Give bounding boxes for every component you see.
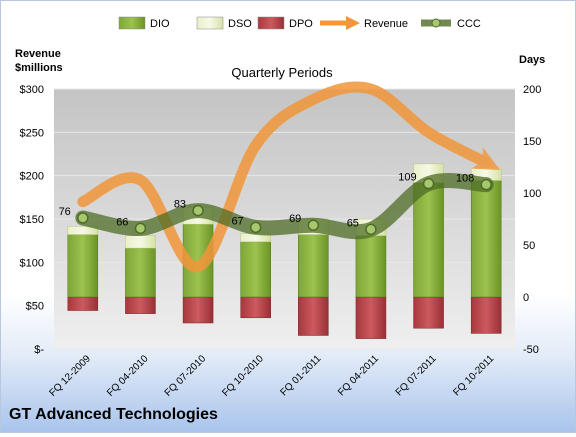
bar-dio [298, 234, 329, 298]
bar-dpo [355, 296, 387, 339]
ccc-point [134, 222, 147, 235]
x-tick-label: FQ 07-2011 [394, 353, 439, 398]
right-tick-label: 150 [523, 136, 541, 148]
bar-dio [355, 235, 387, 298]
ccc-line [75, 173, 494, 240]
legend-marker-ccc [431, 18, 441, 28]
bar-dpo [470, 296, 502, 334]
bar-dpo [125, 296, 156, 314]
ccc-point [249, 221, 262, 234]
revenue-line [77, 81, 501, 273]
revenue-series [77, 81, 501, 273]
legend-label-dpo: DPO [289, 18, 313, 30]
bar-dio [240, 241, 271, 298]
ccc-point [192, 204, 204, 217]
left-tick-label: $200 [20, 171, 44, 183]
y-axis-right-label: Days [519, 54, 545, 66]
ccc-data-label: 83 [174, 199, 186, 211]
ccc-data-label: 69 [289, 213, 301, 225]
right-tick-label: 200 [523, 84, 541, 96]
legend-swatch-dso [196, 16, 224, 30]
ccc-data-label: 109 [398, 172, 416, 184]
ccc-point [365, 223, 377, 236]
left-tick-label: $300 [20, 84, 44, 96]
right-tick-label: 100 [523, 188, 541, 200]
left-axis-ticks: $- $50 $100 $150 $200 $250 $300 [20, 84, 45, 356]
bar-dpo [182, 296, 214, 324]
x-tick-label: FQ 04-2010 [105, 353, 151, 399]
ccc-point [480, 178, 492, 191]
ccc-series: 76 66 83 67 69 65 109 108 [59, 172, 494, 240]
left-tick-label: $50 [26, 301, 44, 313]
y-axis-left-label-line1: Revenue [15, 48, 61, 60]
bar-dio [125, 247, 156, 298]
ccc-data-label: 108 [456, 173, 474, 185]
legend-swatch-dio [118, 16, 146, 30]
ccc-data-label: 76 [59, 206, 71, 218]
y-axis-left-label: Revenue $millions [15, 48, 63, 74]
bar-dpo [67, 296, 99, 311]
left-tick-label: $150 [20, 214, 44, 226]
ccc-point [77, 212, 89, 224]
bar-dpo [298, 296, 329, 336]
x-axis-labels: FQ 12-2009 FQ 04-2010 FQ 07-2010 FQ 10-2010… [47, 353, 496, 399]
bar-dpo [413, 296, 444, 329]
right-tick-label: 0 [523, 292, 529, 304]
x-tick-label: FQ 10-2011 [451, 353, 496, 398]
legend-label-dso: DSO [228, 18, 252, 30]
x-tick-label: FQ 12-2009 [47, 353, 93, 399]
x-tick-label: FQ 04-2011 [336, 353, 381, 398]
left-tick-label: $- [34, 344, 44, 356]
legend-label-ccc: CCC [457, 18, 481, 30]
ccc-data-label: 67 [231, 215, 243, 227]
legend-swatch-dpo [257, 16, 285, 30]
left-tick-label: $250 [20, 127, 44, 139]
bar-dpo [240, 296, 271, 319]
x-tick-label: FQ 01-2011 [278, 353, 323, 398]
ccc-point [307, 219, 320, 231]
ccc-data-label: 65 [347, 217, 359, 229]
right-axis-ticks: -50 0 50 100 150 200 [523, 84, 541, 356]
bar-dio [67, 234, 99, 298]
bar-dio [470, 180, 502, 298]
bar-dso [125, 235, 156, 249]
chart-title: Quarterly Periods [231, 65, 333, 80]
ccc-point [422, 177, 435, 190]
right-tick-label: -50 [523, 344, 539, 356]
x-tick-label: FQ 07-2010 [163, 353, 209, 399]
company-name: GT Advanced Technologies [9, 406, 218, 423]
x-tick-label: FQ 10-2010 [220, 353, 266, 399]
legend-label-dio: DIO [150, 18, 170, 30]
right-tick-label: 50 [523, 240, 535, 252]
ccc-data-label: 66 [116, 216, 128, 228]
left-tick-label: $100 [20, 257, 44, 269]
legend-arrow-icon [346, 16, 360, 30]
bar-dso [67, 226, 99, 235]
bars [67, 163, 502, 339]
legend: DIO DSO DPO Revenue CCC [118, 16, 481, 30]
y-axis-left-label-line2: $millions [15, 62, 63, 74]
bar-dio [413, 182, 444, 298]
legend-label-revenue: Revenue [364, 18, 408, 30]
